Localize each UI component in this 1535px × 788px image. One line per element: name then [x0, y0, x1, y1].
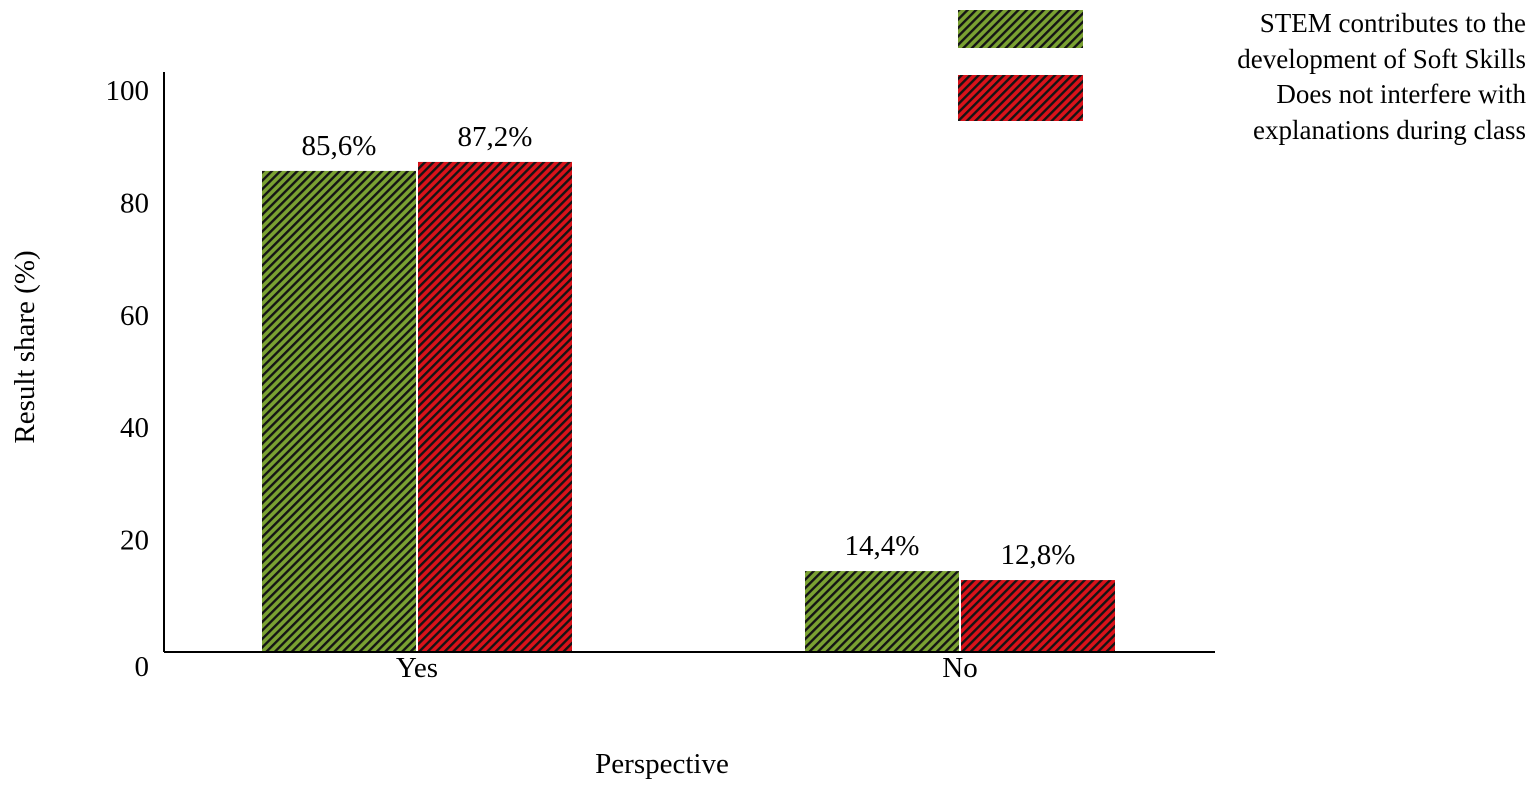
x-tick-label: Yes — [396, 652, 438, 684]
legend-label-line: explanations during class — [1253, 115, 1526, 145]
legend-swatch-series-1 — [958, 10, 1083, 48]
legend-swatch-series-2 — [958, 75, 1083, 121]
legend-label-line: Does not interfere with — [1276, 79, 1526, 109]
bar-yes-series-1 — [262, 170, 416, 653]
bar-labels-group: 85,6% 87,2% 14,4% 12,8% — [302, 121, 1076, 571]
data-label: 85,6% — [302, 130, 377, 162]
y-tick-label: 0 — [135, 651, 150, 683]
data-label: 87,2% — [458, 121, 533, 153]
x-axis-title: Perspective — [595, 748, 729, 780]
legend-label-line: STEM contributes to the — [1260, 8, 1526, 38]
y-tick-label: 40 — [120, 412, 149, 444]
bars-group — [262, 161, 1115, 653]
y-axis-title: Result share (%) — [9, 250, 41, 443]
legend: STEM contributes to the development of So… — [958, 8, 1526, 145]
y-tick-label: 20 — [120, 525, 149, 557]
y-axis-ticks: 0 20 40 60 80 100 — [106, 75, 150, 683]
data-label: 12,8% — [1001, 539, 1076, 571]
y-tick-label: 60 — [120, 300, 149, 332]
bar-no-series-2 — [961, 580, 1115, 652]
x-tick-label: No — [942, 652, 977, 684]
y-tick-label: 80 — [120, 187, 149, 219]
y-tick-label: 100 — [106, 75, 150, 107]
data-label: 14,4% — [845, 530, 920, 562]
legend-label-line: development of Soft Skills — [1237, 44, 1526, 74]
bar-yes-series-2 — [418, 161, 572, 652]
x-axis-ticks: Yes No — [396, 652, 978, 684]
bar-no-series-1 — [805, 571, 959, 652]
